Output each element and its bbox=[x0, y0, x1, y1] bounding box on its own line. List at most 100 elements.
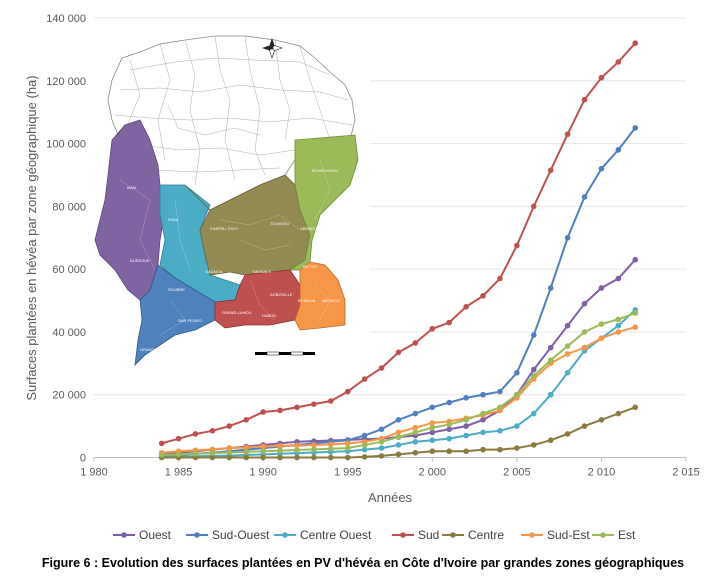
data-point-sud bbox=[243, 417, 250, 423]
data-point-est bbox=[328, 445, 334, 452]
data-point-centre-ouest bbox=[480, 429, 486, 436]
data-point-ouest bbox=[446, 426, 453, 433]
legend-label: Sud-Ouest bbox=[212, 528, 270, 542]
data-point-est bbox=[158, 452, 165, 458]
data-point-centre-ouest bbox=[446, 435, 453, 442]
data-point-est bbox=[378, 439, 385, 445]
data-point-centre bbox=[530, 442, 537, 448]
legend-label: Centre bbox=[468, 528, 504, 542]
map-scale-bar bbox=[255, 351, 315, 356]
data-point-centre-ouest bbox=[378, 445, 385, 451]
map-label-est-3: BETTIE bbox=[303, 264, 317, 269]
data-point-centre bbox=[277, 454, 283, 461]
data-point-centre-ouest bbox=[361, 446, 368, 453]
data-point-sud bbox=[260, 409, 266, 415]
data-point-centre bbox=[615, 410, 622, 417]
legend-label: Ouest bbox=[139, 528, 172, 542]
map-label-centre-2: TOUMODI bbox=[270, 221, 289, 226]
x-tick-label: 1 980 bbox=[80, 467, 108, 479]
data-point-sud bbox=[175, 435, 182, 442]
data-point-est bbox=[463, 417, 469, 423]
x-tick-label: 2 005 bbox=[503, 467, 531, 479]
data-point-est bbox=[395, 434, 402, 440]
y-axis-title: Surfaces plantées en hévéa par zone géog… bbox=[24, 75, 39, 400]
data-point-centre bbox=[395, 451, 402, 458]
legend-label: Est bbox=[618, 528, 636, 542]
data-point-est bbox=[226, 449, 233, 456]
data-point-sud bbox=[581, 96, 588, 103]
data-point-est bbox=[581, 329, 588, 335]
cote-divoire-map-inset: MAN DUEKOUE SOUBRE SAN PEDRO GRAND-BEREB… bbox=[90, 28, 370, 368]
map-district-borders bbox=[114, 35, 353, 186]
data-point-est bbox=[175, 451, 182, 458]
legend-marker bbox=[121, 532, 127, 538]
y-tick-label: 60 000 bbox=[52, 264, 86, 276]
data-point-sud-ouest bbox=[514, 369, 520, 376]
map-label-sud-ouest-2: SAN PEDRO bbox=[178, 318, 202, 323]
data-point-centre bbox=[581, 423, 588, 429]
data-point-est bbox=[497, 404, 503, 411]
data-series bbox=[158, 40, 639, 461]
data-point-sud-ouest bbox=[446, 399, 453, 406]
legend-marker bbox=[194, 532, 200, 538]
series-est bbox=[158, 310, 639, 458]
map-label-centre-1: SINFRA / DIVO bbox=[210, 226, 238, 231]
map-label-ouest-2: DUEKOUE bbox=[130, 258, 150, 263]
data-point-sud bbox=[294, 404, 300, 411]
data-point-centre bbox=[564, 431, 571, 437]
data-point-est bbox=[277, 447, 283, 454]
data-point-sud-ouest bbox=[632, 125, 639, 131]
legend-marker bbox=[600, 532, 606, 538]
data-point-ouest bbox=[480, 417, 486, 423]
data-point-centre bbox=[480, 446, 486, 453]
data-point-sud bbox=[463, 304, 469, 310]
data-point-centre bbox=[497, 446, 503, 453]
map-label-sud-est-1: BONOUA bbox=[298, 298, 316, 303]
data-point-sud-ouest bbox=[463, 395, 469, 401]
data-point-est bbox=[412, 429, 419, 436]
data-point-sud bbox=[615, 59, 622, 65]
legend-item-centre-ouest: Centre Ouest bbox=[274, 528, 372, 542]
legend: Ouest Sud-Ouest Centre Ouest Sud Centre Sud-E… bbox=[113, 528, 636, 542]
data-point-sud-ouest bbox=[361, 432, 368, 439]
data-point-sud bbox=[412, 340, 419, 346]
data-point-sud bbox=[311, 401, 317, 407]
x-tick-label: 1 985 bbox=[165, 467, 193, 479]
data-point-sud-ouest bbox=[581, 194, 588, 200]
x-tick-label: 2 000 bbox=[419, 467, 447, 479]
data-point-sud bbox=[530, 203, 537, 210]
data-point-est bbox=[243, 449, 250, 455]
data-point-sud-ouest bbox=[615, 147, 622, 153]
data-point-est bbox=[564, 343, 571, 349]
data-point-sud bbox=[564, 131, 571, 137]
data-point-centre-ouest bbox=[530, 410, 537, 417]
x-tick-label: 2 015 bbox=[672, 467, 700, 479]
data-point-sud-ouest bbox=[480, 391, 486, 398]
data-point-centre bbox=[446, 448, 453, 455]
data-point-sud bbox=[395, 349, 402, 356]
data-point-centre-ouest bbox=[412, 439, 419, 445]
map-label-centre-ouest-2: GAGNOA bbox=[205, 269, 223, 274]
x-axis-title: Années bbox=[368, 490, 413, 505]
data-point-est bbox=[311, 446, 317, 453]
data-point-sud-ouest bbox=[412, 410, 419, 417]
x-tick-labels: 1 980 1 985 1 990 1 995 2 000 2 005 2 010 2 015 bbox=[80, 457, 700, 479]
data-point-ouest bbox=[463, 423, 469, 429]
data-point-sud-est bbox=[615, 329, 622, 335]
legend-marker bbox=[400, 532, 406, 538]
data-point-sud bbox=[429, 325, 436, 332]
data-point-est bbox=[344, 445, 351, 451]
data-point-est bbox=[480, 410, 486, 417]
data-point-sud-ouest bbox=[530, 332, 537, 338]
figure-caption: Figure 6 : Evolution des surfaces planté… bbox=[41, 556, 685, 570]
data-point-sud bbox=[378, 365, 385, 371]
data-point-centre bbox=[598, 417, 605, 423]
y-tick-label: 20 000 bbox=[52, 390, 86, 402]
y-tick-label: 80 000 bbox=[52, 201, 86, 213]
map-zone-district-borders bbox=[119, 159, 331, 336]
data-point-sud-ouest bbox=[429, 404, 436, 411]
data-point-est bbox=[192, 450, 199, 457]
legend-label: Sud bbox=[418, 528, 439, 542]
data-point-est bbox=[361, 442, 368, 448]
